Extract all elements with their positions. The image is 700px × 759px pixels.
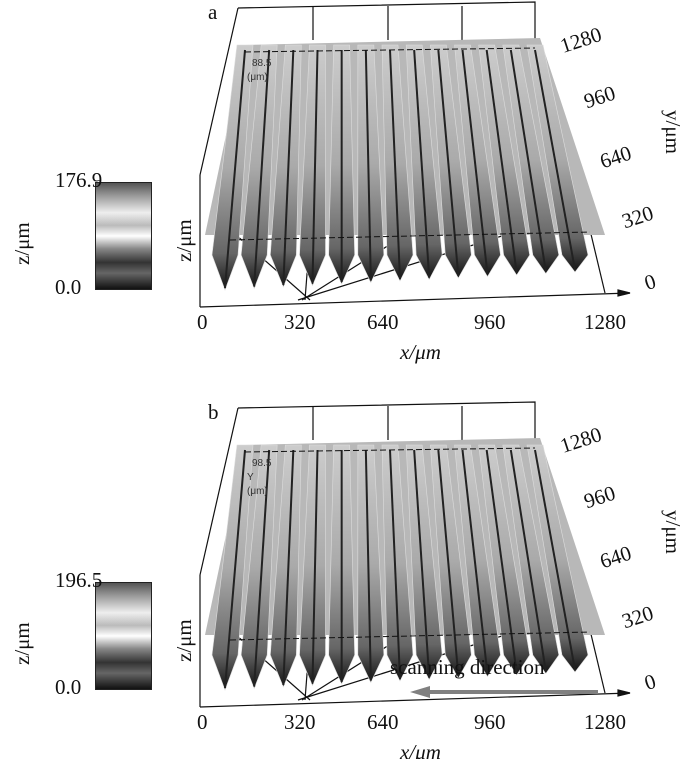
inset-label: Y	[247, 472, 254, 483]
ridge-valley	[413, 449, 431, 678]
surface	[205, 438, 605, 691]
inset-label: (μm)	[247, 486, 268, 497]
ridge	[299, 44, 326, 287]
ridge-valley	[389, 49, 401, 280]
ridge	[211, 444, 254, 691]
ridge	[478, 444, 530, 676]
ridge-valley	[461, 49, 489, 275]
ridge-valley	[461, 449, 489, 675]
ridge	[270, 44, 302, 288]
x-tick-label: 640	[367, 710, 399, 734]
plot-frame	[199, 401, 631, 708]
ridge-valley	[509, 49, 547, 272]
x-axis-label: x/μm	[400, 340, 441, 364]
colorbar-axis-label: z/μm	[10, 222, 34, 265]
ridge-valley	[253, 49, 271, 287]
x-tick-label: 0	[197, 310, 208, 334]
ridge-valley	[224, 49, 246, 289]
inset-label: 98.5	[252, 458, 272, 469]
ridge	[502, 44, 560, 275]
ridge-valley	[509, 449, 547, 672]
ridge	[381, 44, 414, 282]
ridge	[357, 44, 385, 284]
surface	[205, 38, 605, 291]
x-tick-label: 1280	[584, 710, 626, 734]
inset-label: (μm)	[247, 72, 268, 83]
ridge	[526, 44, 589, 273]
colorbar-axis-label: z/μm	[10, 622, 34, 665]
ridge-valley	[253, 449, 271, 687]
inset-label: 88.5	[252, 58, 272, 69]
ridge-valley	[413, 49, 431, 278]
ridge-valley	[534, 449, 576, 671]
colorbar-min-label: 0.0	[55, 675, 82, 699]
z-axis-label: z/μm	[172, 219, 196, 262]
ridge	[454, 44, 501, 278]
ridge-valley	[364, 449, 372, 681]
colorbar-max-label: 176.9	[55, 168, 103, 192]
ridge-valley	[282, 49, 295, 286]
scanning-direction-arrow	[410, 686, 598, 698]
ridge	[430, 444, 472, 679]
x-tick-label: 640	[367, 310, 399, 334]
x-tick-label: 320	[284, 710, 316, 734]
ridge-valley	[311, 449, 319, 684]
colorbar	[95, 582, 152, 690]
panel-label: b	[208, 400, 219, 424]
ridge-valley	[485, 49, 518, 274]
panel-label: a	[208, 0, 218, 24]
ridge-valley	[437, 49, 460, 277]
ridge-valley	[437, 449, 460, 677]
ridge-valley	[485, 449, 518, 674]
ridge-valley	[389, 449, 401, 680]
ridge	[405, 44, 443, 281]
ridge	[240, 44, 278, 290]
ridge	[405, 444, 443, 681]
ridge-valley	[364, 49, 372, 281]
x-axis-label: x/μm	[400, 740, 441, 759]
ridge-valley	[311, 49, 319, 284]
x-tick-label: 960	[474, 310, 506, 334]
ridge-valley	[534, 49, 576, 271]
colorbar-min-label: 0.0	[55, 275, 82, 299]
x-tick-label: 0	[197, 710, 208, 734]
ridge	[502, 444, 560, 675]
ridge	[270, 444, 302, 688]
ridge	[430, 44, 472, 279]
ridge	[454, 444, 501, 678]
scanning-direction-label: scanning direction	[390, 655, 545, 679]
ridge	[381, 444, 414, 682]
ridge	[240, 444, 278, 690]
x-tick-label: 1280	[584, 310, 626, 334]
ridge	[299, 444, 326, 687]
ridge	[478, 44, 530, 276]
x-tick-label: 320	[284, 310, 316, 334]
y-axis-label: y/μm	[661, 510, 685, 554]
y-axis-label: y/μm	[661, 110, 685, 154]
ridge	[357, 444, 385, 684]
ridge-valley	[282, 449, 295, 686]
ridge	[211, 44, 254, 291]
ridge-valley	[224, 449, 246, 689]
colorbar-max-label: 196.5	[55, 568, 103, 592]
ridge	[526, 444, 589, 673]
colorbar	[95, 182, 152, 290]
z-axis-label: z/μm	[172, 619, 196, 662]
x-tick-label: 960	[474, 710, 506, 734]
